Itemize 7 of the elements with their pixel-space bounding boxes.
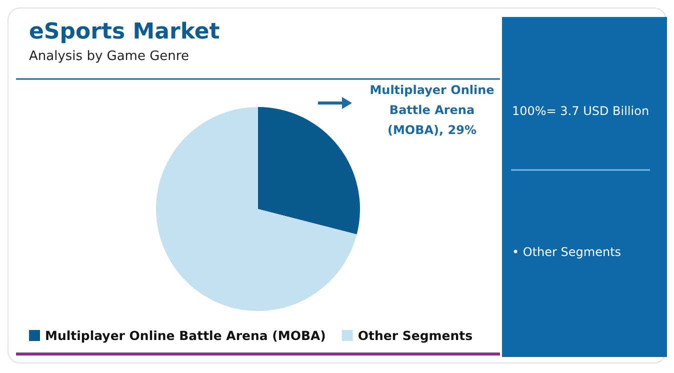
text: • Other Segments (512, 245, 622, 259)
data-label: Multiplayer Online Battle Arena (MOBA), 29% (370, 83, 494, 137)
legend-label: Multiplayer Online Battle Arena (MOBA) (45, 328, 326, 343)
chart-subtitle: Analysis by Game Genre (29, 49, 189, 64)
legend-label: Other Segments (358, 328, 473, 343)
text: 100%= 3.7 USD Billion (512, 104, 650, 118)
chart-title: eSports Market (29, 20, 220, 44)
